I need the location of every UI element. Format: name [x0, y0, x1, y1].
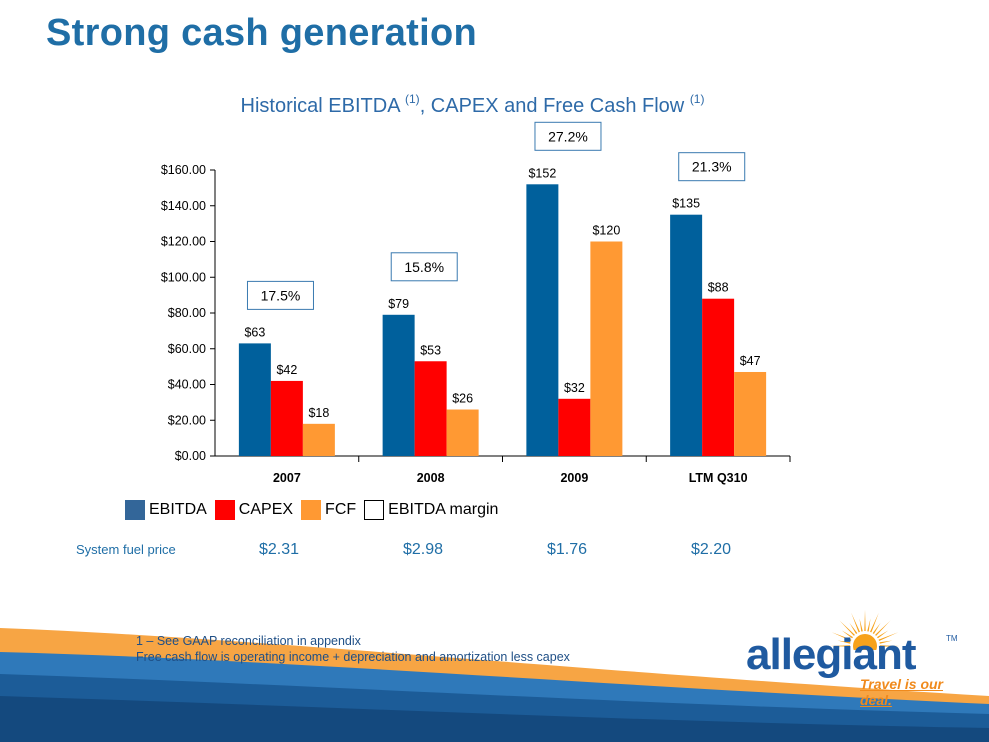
- margin-box: [678, 152, 746, 182]
- legend-swatch-ebitda: [125, 500, 145, 520]
- logo-wordmark: allegiant: [746, 630, 916, 679]
- bar-chart: $0.00 $20.00 $40.00 $60.00 $80.00 $100.00 $120…: [161, 121, 791, 485]
- y-tick-label: $100.00: [161, 270, 206, 284]
- sun-ray: [849, 622, 858, 634]
- legend-item-capex: CAPEX: [214, 500, 294, 520]
- sun-ray: [870, 612, 879, 633]
- chart-heading-rest: , CAPEX and Free Cash Flow: [419, 95, 685, 117]
- sun-ray: [872, 622, 881, 634]
- margin-box: [390, 252, 458, 282]
- data-label: $63: [244, 325, 265, 339]
- bar-fcf-2: [590, 241, 623, 456]
- decorative-wave: [0, 628, 989, 742]
- bar-fcf-3: [734, 371, 767, 456]
- data-label: $18: [308, 406, 329, 420]
- sun-ray: [878, 632, 899, 641]
- logo-trademark: TM: [946, 634, 958, 643]
- data-label: $88: [708, 281, 729, 295]
- data-label: $79: [388, 297, 409, 311]
- margin-label: 15.8%: [404, 259, 444, 275]
- y-tick-label: $0.00: [175, 449, 206, 463]
- legend-label-ebitda: EBITDA: [149, 501, 207, 518]
- legend-swatch-fcf: [301, 500, 322, 520]
- chart-legend: EBITDA CAPEX FCF EBITDA margin: [125, 498, 506, 522]
- legend-item-fcf: FCF: [301, 500, 356, 520]
- data-label: $47: [740, 354, 761, 368]
- data-label: $152: [528, 166, 556, 180]
- y-tick-label: $80.00: [168, 306, 206, 320]
- allegiant-logo: allegiant TM Travel is our deal.: [742, 606, 974, 708]
- legend-item-margin: EBITDA margin: [364, 500, 498, 520]
- footnote-marker-2: (1): [689, 92, 705, 106]
- sun-ray: [875, 620, 891, 636]
- sun-ray: [839, 620, 855, 636]
- logo-tagline: Travel is our deal.: [860, 676, 944, 708]
- y-tick-label: $60.00: [168, 342, 206, 356]
- margin-box: [534, 121, 602, 151]
- sun-icon: [830, 610, 900, 650]
- footnote-2: Free cash flow is operating income + dep…: [136, 650, 570, 664]
- legend-label-fcf: FCF: [325, 501, 357, 518]
- sun-ray: [880, 645, 900, 647]
- sun-ray: [879, 640, 893, 644]
- data-label: $26: [452, 392, 473, 406]
- legend-label-margin: EBITDA margin: [388, 501, 499, 518]
- bar-capex-3: [702, 298, 735, 456]
- category-label: 2007: [273, 471, 301, 485]
- bar-capex-1: [414, 361, 447, 456]
- bar-fcf-0: [302, 423, 335, 456]
- fuel-price-ltm: $2.20: [690, 541, 732, 558]
- slide-title: Strong cash generation: [46, 12, 478, 54]
- bar-ebitda-3: [670, 214, 703, 456]
- bar-fcf-1: [446, 409, 479, 456]
- chart-heading: Historical EBITDA (1), CAPEX and Free Ca…: [0, 92, 945, 118]
- sun-ray: [859, 618, 863, 632]
- data-label: $135: [672, 197, 700, 211]
- legend-swatch-margin: [364, 500, 385, 520]
- data-label: $32: [564, 381, 585, 395]
- sun-ray: [867, 618, 871, 632]
- legend-swatch-capex: [214, 500, 235, 520]
- footnote-marker-1: (1): [405, 92, 420, 106]
- sun-ray: [877, 630, 889, 639]
- bar-capex-2: [558, 398, 591, 456]
- bar-capex-0: [270, 380, 303, 456]
- y-tick-label: $40.00: [168, 378, 206, 392]
- category-label: LTM Q310: [689, 471, 748, 485]
- data-label: $42: [276, 363, 297, 377]
- sun-ray: [841, 630, 853, 639]
- margin-box: [246, 280, 314, 310]
- legend-item-ebitda: EBITDA: [125, 500, 207, 520]
- y-tick-label: $160.00: [161, 163, 206, 177]
- fuel-price-2008: $2.98: [402, 541, 444, 558]
- footnotes: 1 – See GAAP reconciliation in appendix …: [136, 633, 570, 665]
- data-label: $120: [592, 224, 620, 238]
- category-label: 2008: [417, 471, 445, 485]
- chart-heading-ebitda: Historical EBITDA: [240, 95, 400, 117]
- legend-label-capex: CAPEX: [238, 501, 294, 518]
- fuel-price-2007: $2.31: [258, 541, 300, 558]
- y-tick-label: $120.00: [161, 235, 206, 249]
- margin-label: 21.3%: [692, 159, 732, 175]
- bar-ebitda-0: [238, 343, 271, 456]
- fuel-price-2009: $1.76: [546, 541, 588, 558]
- y-tick-label: $140.00: [161, 199, 206, 213]
- sun-ray: [851, 612, 860, 633]
- sun-ray: [837, 640, 851, 644]
- bar-ebitda-1: [382, 314, 415, 456]
- data-label: $53: [420, 343, 441, 357]
- sun-ray: [831, 632, 852, 641]
- sun-ray: [830, 645, 850, 647]
- y-tick-label: $20.00: [168, 413, 206, 427]
- sun-ray: [864, 610, 866, 631]
- margin-label: 17.5%: [261, 287, 301, 303]
- bar-ebitda-2: [526, 184, 559, 457]
- margin-label: 27.2%: [548, 128, 588, 144]
- category-label: 2009: [560, 471, 588, 485]
- footnote-1: 1 – See GAAP reconciliation in appendix: [136, 634, 361, 648]
- fuel-price-label: System fuel price: [76, 542, 176, 557]
